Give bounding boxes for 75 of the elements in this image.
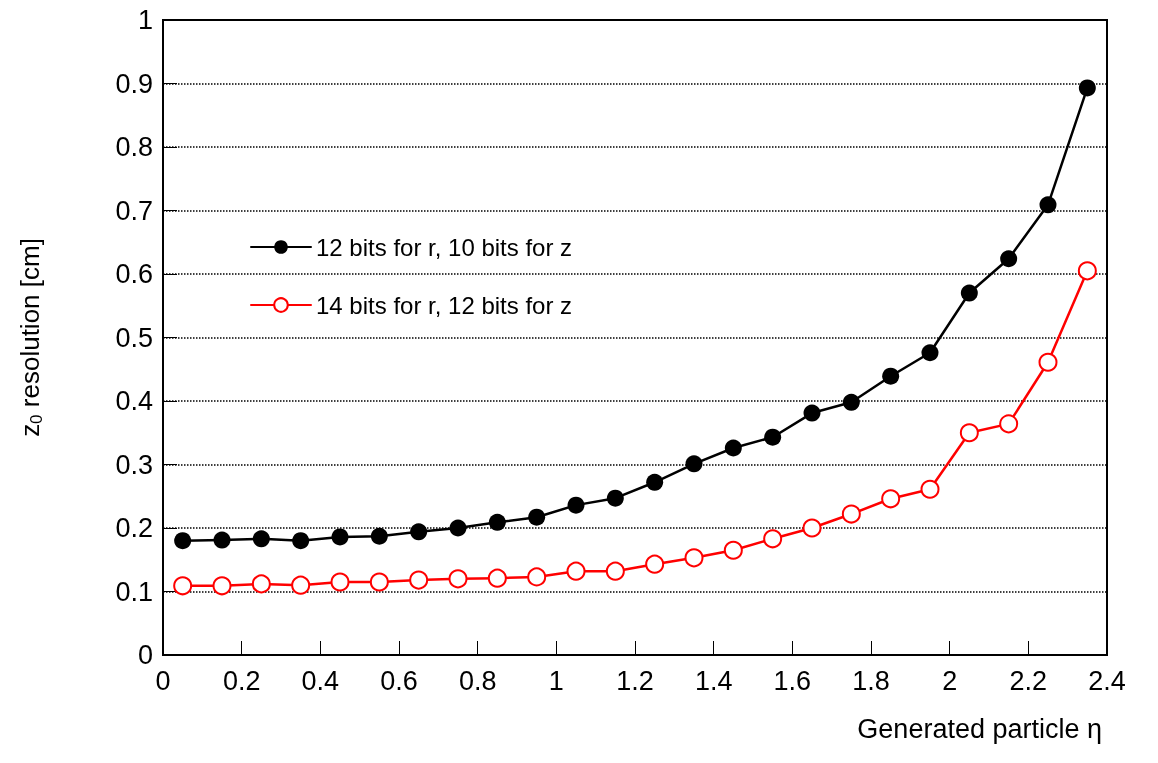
point <box>606 489 624 507</box>
point <box>527 567 547 587</box>
y-tick-label: 1 <box>137 5 153 35</box>
x-tick-label: 0.8 <box>458 665 497 696</box>
y-tick-label: 0.3 <box>115 449 153 480</box>
point <box>528 508 546 526</box>
point <box>684 548 704 568</box>
x-tick-label: 2.2 <box>1009 665 1048 696</box>
legend-label: 12 bits for r, 10 bits for z <box>316 233 573 261</box>
y-tick-label: 0.9 <box>115 68 153 99</box>
y-tick-label: 0.1 <box>115 576 153 607</box>
point <box>842 393 860 411</box>
point <box>921 344 939 362</box>
point <box>1077 261 1097 281</box>
point <box>330 572 350 592</box>
point <box>881 489 901 509</box>
point <box>566 561 586 581</box>
point <box>763 529 783 549</box>
point <box>1039 196 1057 214</box>
point <box>174 532 192 550</box>
point <box>487 568 507 588</box>
x-tick-label: 0.2 <box>222 665 261 696</box>
legend-label: 14 bits for r, 12 bits for z <box>316 291 573 319</box>
point <box>605 561 625 581</box>
point <box>959 423 979 443</box>
y-tick-label: 0.7 <box>115 195 153 226</box>
y-tick-label: 0.4 <box>115 386 153 416</box>
point <box>173 576 193 596</box>
point <box>1038 352 1058 372</box>
point <box>213 531 231 549</box>
point <box>920 479 940 499</box>
point <box>1000 250 1018 268</box>
point <box>723 540 743 560</box>
y-tick-label: 0 <box>137 640 153 670</box>
x-tick-label: 1.2 <box>616 665 654 696</box>
point <box>488 513 506 531</box>
y-tick-label: 0.2 <box>115 513 153 543</box>
y-axis-title: z0 resolution [cm] <box>14 238 46 437</box>
x-tick-label: 1.6 <box>773 665 812 696</box>
point <box>567 496 585 514</box>
point <box>685 455 703 473</box>
x-tick-label: 1.4 <box>694 665 733 696</box>
point <box>291 575 311 595</box>
point <box>212 576 232 596</box>
point <box>410 523 428 541</box>
point <box>724 439 742 457</box>
x-tick-label: 1 <box>548 665 564 696</box>
point <box>331 528 349 546</box>
x-tick-label: 0.6 <box>380 665 418 696</box>
x-tick-label: 2 <box>942 665 958 696</box>
y-tick-label: 0.6 <box>115 259 153 289</box>
point <box>251 574 271 594</box>
point <box>646 473 664 491</box>
point <box>448 569 468 589</box>
point <box>645 554 665 574</box>
point <box>960 284 978 302</box>
point <box>292 532 310 550</box>
point <box>802 518 822 538</box>
point <box>409 570 429 590</box>
point <box>252 530 270 548</box>
point <box>803 404 821 422</box>
x-tick-label: 1.8 <box>852 665 890 696</box>
point <box>369 572 389 592</box>
point <box>999 414 1019 434</box>
point <box>449 519 467 537</box>
point <box>764 428 782 446</box>
point <box>370 527 388 545</box>
point <box>1078 79 1096 97</box>
point <box>841 504 861 524</box>
y-tick-label: 0.8 <box>115 132 153 162</box>
x-tick-label: 2.4 <box>1088 665 1126 696</box>
point <box>882 367 900 385</box>
y-tick-label: 0.5 <box>115 322 153 353</box>
x-axis-title: Generated particle η <box>857 713 1102 744</box>
x-tick-label: 0.4 <box>301 665 340 696</box>
